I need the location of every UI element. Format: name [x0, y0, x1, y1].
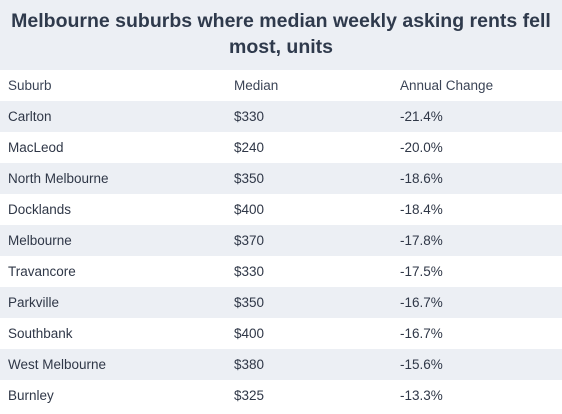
cell-suburb: Travancore — [0, 256, 226, 287]
cell-suburb: Docklands — [0, 194, 226, 225]
cell-suburb: Carlton — [0, 101, 226, 132]
cell-median: $240 — [226, 132, 392, 163]
cell-suburb: Parkville — [0, 287, 226, 318]
cell-annual-change: -17.8% — [392, 225, 562, 256]
cell-median: $380 — [226, 349, 392, 380]
cell-annual-change: -16.7% — [392, 287, 562, 318]
cell-suburb: MacLeod — [0, 132, 226, 163]
cell-annual-change: -15.6% — [392, 349, 562, 380]
cell-suburb: Melbourne — [0, 225, 226, 256]
table-row: Burnley $325 -13.3% — [0, 380, 562, 411]
cell-median: $400 — [226, 318, 392, 349]
cell-suburb: Southbank — [0, 318, 226, 349]
table-row: North Melbourne $350 -18.6% — [0, 163, 562, 194]
cell-median: $370 — [226, 225, 392, 256]
cell-median: $325 — [226, 380, 392, 411]
cell-annual-change: -18.4% — [392, 194, 562, 225]
rent-table: Suburb Median Annual Change Carlton $330-… — [0, 70, 562, 411]
cell-median: $330 — [226, 101, 392, 132]
cell-median: $400 — [226, 194, 392, 225]
cell-suburb: West Melbourne — [0, 349, 226, 380]
cell-median: $350 — [226, 287, 392, 318]
cell-annual-change: -16.7% — [392, 318, 562, 349]
table-header-band: Melbourne suburbs where median weekly as… — [0, 0, 562, 70]
table-row: Carlton $330 -21.4% — [0, 101, 562, 132]
column-header-median: Median — [234, 78, 279, 93]
cell-annual-change: -13.3% — [392, 380, 562, 411]
column-header-suburb: Suburb — [8, 78, 52, 93]
table-body: Carlton $330 -21.4% MacLeod $240 -20.0% North … — [0, 101, 562, 411]
table-row: Travancore $330 -17.5% — [0, 256, 562, 287]
cell-median: $330 — [226, 256, 392, 287]
cell-annual-change: -20.0% — [392, 132, 562, 163]
cell-annual-change: -21.4% — [392, 101, 562, 132]
column-header-row: Suburb Median Annual Change — [0, 70, 562, 101]
table-title: Melbourne suburbs where median weekly as… — [11, 10, 551, 58]
table-row: Melbourne $370 -17.8% — [0, 225, 562, 256]
table-row: MacLeod $240 -20.0% — [0, 132, 562, 163]
cell-annual-change: -18.6% — [392, 163, 562, 194]
table-row: Parkville $350 -16.7% — [0, 287, 562, 318]
table-row: Southbank $400 -16.7% — [0, 318, 562, 349]
table-row: West Melbourne $380 -15.6% — [0, 349, 562, 380]
cell-median: $350 — [226, 163, 392, 194]
cell-annual-change: -17.5% — [392, 256, 562, 287]
cell-suburb: North Melbourne — [0, 163, 226, 194]
table-row: Docklands $400 -18.4% — [0, 194, 562, 225]
column-header-annual-change: Annual Change — [400, 78, 494, 93]
cell-suburb: Burnley — [0, 380, 226, 411]
